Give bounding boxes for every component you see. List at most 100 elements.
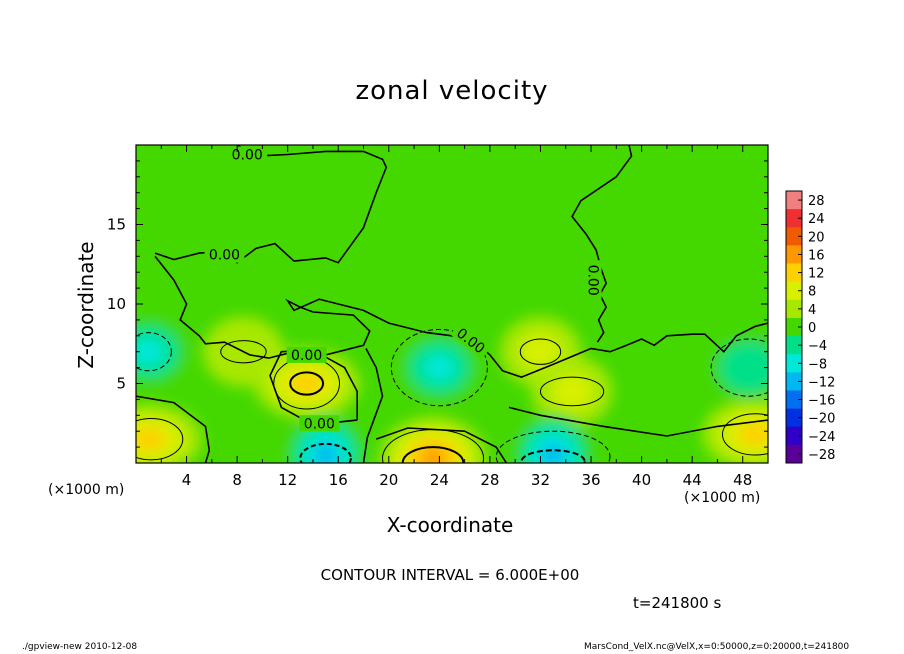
x-tick-label-5: 24: [430, 471, 449, 489]
contour-neg6-c: [136, 332, 172, 372]
contour-neg6-d: [710, 338, 768, 397]
field-blob-9-6: [314, 443, 338, 463]
zero-contour-3: [571, 145, 633, 343]
zero-contour-2: [154, 255, 768, 378]
y-ticks: 5 10 15: [107, 160, 768, 448]
colorbar-swatch-5: [786, 281, 802, 301]
contour-label-text-3: 0.00: [304, 416, 335, 432]
x-tick-label-8: 36: [581, 471, 600, 489]
contour-6-d: [722, 413, 768, 456]
chart-title: zonal velocity: [355, 76, 549, 106]
zero-contour-6: [375, 427, 508, 463]
colorbar-label-13: −24: [808, 430, 835, 445]
colorbar-swatch-1: [786, 209, 802, 228]
colorbar-label-6: 4: [808, 303, 816, 318]
colorbar-label-10: −12: [808, 375, 835, 390]
colorbar-swatch-10: [786, 372, 802, 391]
colorbar-swatch-9: [786, 354, 802, 373]
footer-left: ./gpview-new 2010-12-08: [22, 642, 138, 652]
field-blob-5-3: [551, 373, 593, 409]
x-tick-label-10: 44: [683, 471, 702, 489]
colorbar-label-0: 28: [808, 194, 825, 209]
contour-label-0: 0.00: [227, 146, 268, 164]
colorbar-label-4: 12: [808, 267, 825, 282]
colorbar-swatch-8: [786, 336, 802, 355]
x-tick-label-7: 32: [531, 471, 550, 489]
contour-lines: [136, 145, 768, 463]
colorbar-swatch-0: [786, 191, 802, 210]
field-blob-0-5: [288, 371, 325, 396]
x-ticks: 4 8 12 16 20 24 28 32 36 40 44 48: [160, 145, 752, 489]
contour-label-bg-2: [286, 346, 327, 363]
x-tick-label-3: 16: [329, 471, 348, 489]
contour-label-bg-4: [450, 321, 492, 360]
field-blob-11-3: [728, 350, 768, 386]
colorbar-swatch-13: [786, 426, 802, 446]
contour-label-3: 0.00: [299, 415, 340, 432]
contour-label-bg-1: [204, 246, 245, 263]
velocity-field: [136, 145, 768, 463]
colorbar-swatch-11: [786, 390, 802, 409]
contour-label-text-2: 0.00: [291, 348, 322, 364]
x-tick-label-1: 8: [232, 471, 242, 489]
contour-12-b: [401, 446, 465, 463]
colorbar-label-1: 24: [808, 212, 825, 227]
contour-label-bg-5: [585, 260, 602, 301]
colorbar-swatch-7: [786, 317, 802, 337]
colorbar-label-8: −4: [808, 339, 827, 354]
colorbar-label-11: −16: [808, 394, 835, 409]
contour-6-f: [539, 376, 605, 407]
y-tick-label-0: 5: [116, 375, 126, 393]
contour-6-g: [220, 340, 267, 364]
footer-right: MarsCond_VelX.nc@VelX,x=0:50000,z=0:2000…: [584, 642, 850, 652]
contour-label-1: 0.00: [204, 246, 245, 264]
x-tick-label-0: 4: [182, 471, 192, 489]
contour-label-text-5: 0.00: [585, 265, 601, 296]
x-tick-label-11: 48: [733, 471, 752, 489]
x-unit-label-left: (×1000 m): [48, 482, 125, 498]
contour-label-2: 0.00: [286, 346, 327, 364]
y-tick-label-2: 15: [107, 216, 126, 234]
colorbar-label-7: 0: [808, 321, 816, 336]
colorbar-label-3: 16: [808, 248, 825, 263]
zero-contour-4: [136, 395, 211, 463]
contour-neg12-b: [520, 449, 586, 463]
x-axis-label: X-coordinate: [386, 513, 514, 537]
field-blob-10-4: [136, 337, 165, 366]
x-tick-label-4: 20: [379, 471, 398, 489]
x-tick-label-9: 40: [632, 471, 651, 489]
colorbar-swatch-12: [786, 408, 802, 428]
field-blob-8-6: [541, 443, 565, 463]
contour-label-text-0: 0.00: [232, 148, 263, 164]
zero-contour-5: [362, 348, 384, 463]
y-tick-label-1: 10: [107, 295, 126, 313]
colorbar-label-14: −28: [808, 448, 835, 463]
contour-12-a: [289, 371, 325, 396]
x-tick-label-2: 12: [278, 471, 297, 489]
contour-label-text-1: 0.00: [209, 248, 240, 264]
colorbar-label-9: −8: [808, 357, 827, 372]
x-tick-label-6: 28: [480, 471, 499, 489]
colorbar-label-5: 8: [808, 285, 816, 300]
contour-interval-text: CONTOUR INTERVAL = 6.000E+00: [320, 566, 580, 584]
colorbar-swatch-3: [786, 245, 802, 264]
field-blob-4-3: [520, 334, 561, 370]
contour-neg12-a: [299, 442, 352, 463]
contour-label-5: 0.00: [585, 260, 602, 301]
field-blob-7-4: [423, 353, 456, 382]
colorbar-swatch-2: [786, 227, 802, 246]
contour-label-group: 0.000.000.000.000.000.00: [204, 146, 602, 432]
colorbar-label-2: 20: [808, 230, 825, 245]
field-blob-2-5: [136, 427, 167, 451]
contour-neg6-a: [390, 328, 488, 407]
contour-6-e: [519, 338, 562, 365]
colorbar-swatch-4: [786, 263, 802, 282]
x-unit-label-right: (×1000 m): [684, 490, 761, 506]
contour-label-bg-3: [299, 415, 340, 432]
colorbar-label-12: −20: [808, 412, 835, 427]
contour-6-c: [136, 417, 184, 461]
field-blob-1-7: [419, 447, 447, 463]
contour-6-b: [381, 429, 485, 463]
contour-neg6-b: [495, 430, 611, 463]
